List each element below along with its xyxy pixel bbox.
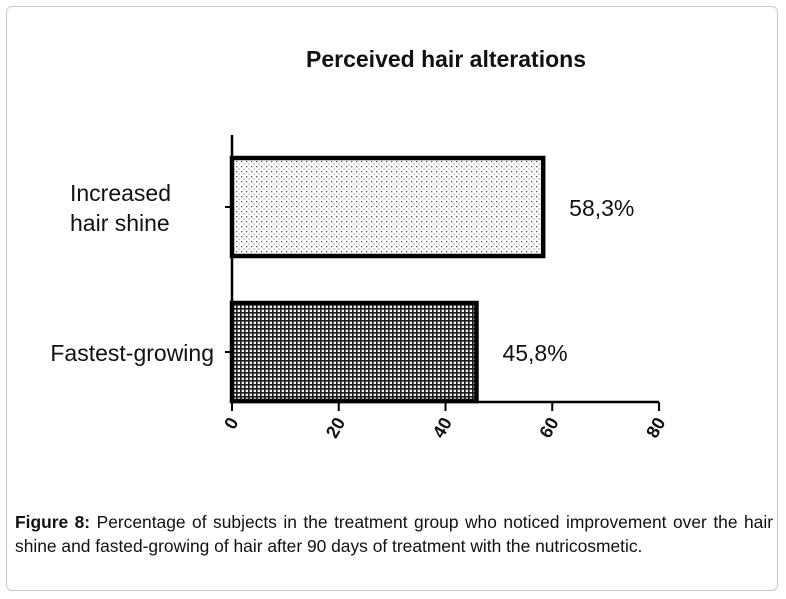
category-label-0-line-1: hair shine (70, 210, 170, 236)
x-tick-label-2: 40 (429, 414, 456, 441)
bars-layer (229, 155, 546, 404)
figure-caption: Figure 8: Percentage of subjects in the … (15, 510, 773, 558)
x-tick-label-3: 60 (535, 414, 562, 441)
value-label-1: 45,8% (502, 340, 567, 366)
bar-0 (229, 155, 546, 259)
caption-text: Percentage of subjects in the treatment … (15, 512, 773, 556)
value-label-0: 58,3% (569, 195, 634, 221)
figure-frame (6, 6, 778, 591)
bar-1 (229, 300, 479, 404)
caption-label: Figure 8: (15, 512, 91, 532)
category-label-0-line-0: Increased (70, 180, 171, 206)
category-label-1-line-0: Fastest-growing (50, 340, 214, 366)
x-tick-label-4: 80 (642, 414, 669, 441)
labels-layer: 58,3% Increased hair shine 45,8% Fastest-gro… (50, 180, 634, 366)
bar-chart: Perceived hair alterations 58,3% Increase… (50, 46, 669, 441)
x-tick-label-0: 0 (220, 414, 242, 433)
x-tick-label-1: 20 (322, 414, 349, 441)
chart-title: Perceived hair alterations (306, 46, 586, 72)
